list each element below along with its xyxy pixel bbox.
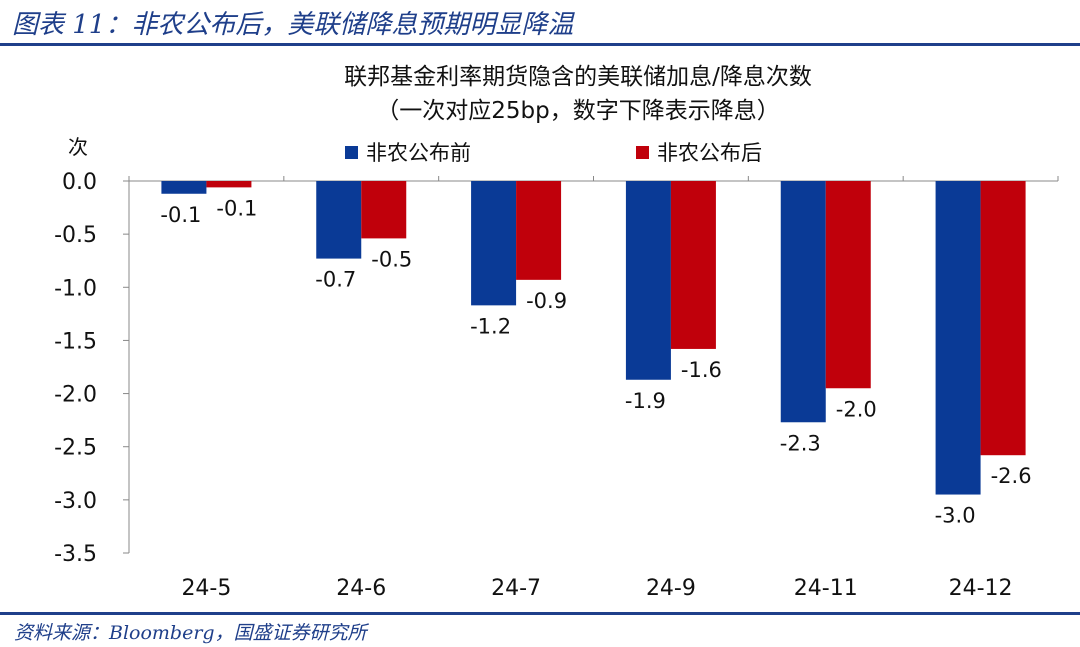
data-label-before: -1.9 bbox=[625, 389, 666, 413]
bar-after bbox=[825, 181, 871, 389]
bar-after bbox=[516, 181, 562, 280]
legend: 非农公布前 非农公布后 bbox=[345, 141, 762, 165]
y-tick-label: -2.5 bbox=[54, 436, 97, 461]
bar-after bbox=[980, 181, 1026, 456]
data-label-after: -0.9 bbox=[526, 289, 567, 313]
y-tick-label: -3.5 bbox=[54, 542, 97, 567]
y-axis-label: 次 bbox=[68, 135, 88, 159]
data-label-before: -1.2 bbox=[470, 314, 511, 338]
x-tick-label: 24-5 bbox=[181, 576, 231, 601]
bar-after bbox=[206, 181, 252, 188]
top-rule bbox=[0, 43, 1080, 46]
data-label-before: -2.3 bbox=[780, 431, 821, 455]
bar-before bbox=[471, 181, 517, 306]
legend-label-before: 非农公布前 bbox=[366, 141, 471, 165]
x-tick-label: 24-9 bbox=[646, 576, 696, 601]
data-label-after: -0.5 bbox=[371, 247, 412, 271]
x-tick-label: 24-6 bbox=[336, 576, 386, 601]
data-label-after: -2.6 bbox=[991, 464, 1032, 488]
x-tick-label: 24-7 bbox=[491, 576, 541, 601]
y-tick-label: -1.0 bbox=[54, 276, 97, 301]
bar-before bbox=[316, 181, 362, 259]
data-label-after: -2.0 bbox=[836, 397, 877, 421]
legend-label-after: 非农公布后 bbox=[657, 141, 762, 165]
plot-area: 0.0 -0.5 -1.0 -1.5 -2.0 -2.5 -3.0 -3.5 -0.1 -0.1 2… bbox=[54, 170, 1059, 601]
y-tick-label: -1.5 bbox=[54, 329, 97, 354]
y-tick-label: -3.0 bbox=[54, 489, 97, 514]
bar-after bbox=[361, 181, 407, 239]
data-label-before: -0.1 bbox=[160, 203, 201, 227]
source-note: 资料来源：Bloomberg，国盛证券研究所 bbox=[14, 622, 367, 644]
bottom-rule bbox=[0, 612, 1080, 615]
x-tick-label: 24-12 bbox=[949, 576, 1013, 601]
figure-title: 图表 11：非农公布后，美联储降息预期明显降温 bbox=[12, 10, 574, 40]
data-label-before: -3.0 bbox=[935, 504, 976, 528]
y-tick-label: 0.0 bbox=[62, 170, 97, 195]
x-tick-label: 24-11 bbox=[794, 576, 858, 601]
bar-before bbox=[161, 181, 207, 194]
chart-subtitle: （一次对应25bp，数字下降表示降息） bbox=[376, 98, 779, 124]
data-label-before: -0.7 bbox=[315, 268, 356, 292]
y-tick-label: -0.5 bbox=[54, 223, 97, 248]
bar-before bbox=[935, 181, 981, 495]
legend-swatch-before bbox=[345, 146, 358, 159]
legend-swatch-after bbox=[636, 146, 649, 159]
bar-after bbox=[670, 181, 716, 349]
bar-before bbox=[780, 181, 826, 423]
data-label-after: -0.1 bbox=[216, 196, 257, 220]
data-label-after: -1.6 bbox=[681, 358, 722, 382]
y-tick-label: -2.0 bbox=[54, 383, 97, 408]
chart-title: 联邦基金利率期货隐含的美联储加息/降息次数 bbox=[344, 64, 812, 90]
bar-before bbox=[625, 181, 671, 380]
